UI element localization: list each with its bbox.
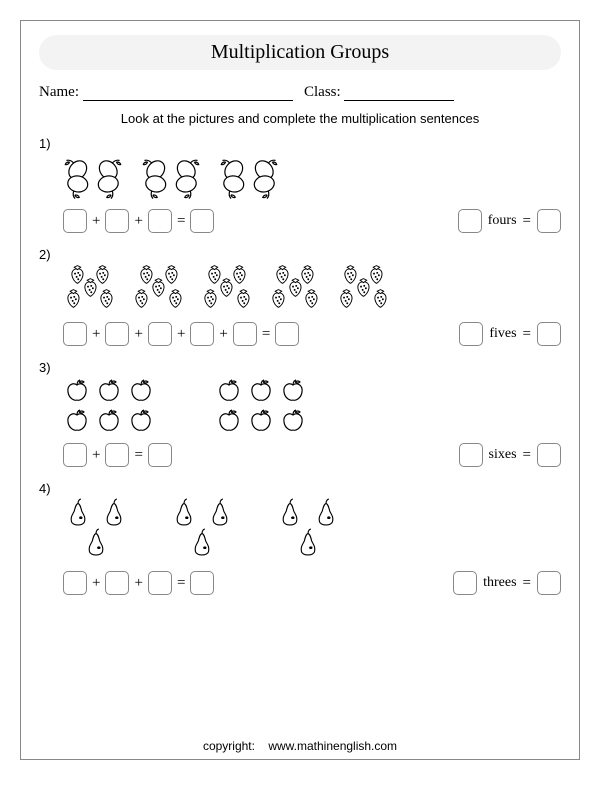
picture-groups xyxy=(63,153,561,201)
answer-box[interactable] xyxy=(63,322,87,346)
plus-sign: + xyxy=(134,575,142,592)
group-strawberry xyxy=(336,264,390,314)
copyright-line: copyright: www.mathinenglish.com xyxy=(21,739,579,753)
group-lemon xyxy=(63,153,123,201)
group-word: fours xyxy=(488,213,517,229)
group-strawberry xyxy=(63,264,117,314)
equation-row: + + = threes = xyxy=(63,571,561,595)
answer-box[interactable] xyxy=(148,322,172,346)
plus-sign: + xyxy=(92,575,100,592)
answer-box[interactable] xyxy=(459,443,483,467)
answer-box[interactable] xyxy=(453,571,477,595)
instruction-text: Look at the pictures and complete the mu… xyxy=(39,111,561,126)
group-word: threes xyxy=(483,575,516,591)
answer-box[interactable] xyxy=(190,322,214,346)
answer-box[interactable] xyxy=(190,571,214,595)
answer-box[interactable] xyxy=(63,443,87,467)
addition-sentence: + + = xyxy=(63,209,214,233)
equals-sign: = xyxy=(177,213,185,230)
problem-number: 1) xyxy=(39,136,561,151)
answer-box[interactable] xyxy=(537,322,561,346)
group-strawberry xyxy=(268,264,322,314)
addition-sentence: + + + + = xyxy=(63,322,299,346)
equals-sign: = xyxy=(262,326,270,343)
answer-box[interactable] xyxy=(105,571,129,595)
multiplication-sentence: fours = xyxy=(458,209,561,233)
group-lemon xyxy=(141,153,201,201)
answer-box[interactable] xyxy=(105,209,129,233)
group-pear xyxy=(63,498,129,563)
group-lemon xyxy=(219,153,279,201)
group-pear xyxy=(275,498,341,563)
name-label: Name: xyxy=(39,84,79,100)
equation-row: + + + + = fives = xyxy=(63,322,561,346)
answer-box[interactable] xyxy=(105,443,129,467)
problem-number: 4) xyxy=(39,481,561,496)
problem-2: 2) xyxy=(39,247,561,346)
answer-box[interactable] xyxy=(148,209,172,233)
answer-box[interactable] xyxy=(63,571,87,595)
equals-sign: = xyxy=(523,447,531,464)
answer-box[interactable] xyxy=(459,322,483,346)
problems-container: 1) ++=fours=2) xyxy=(39,136,561,595)
answer-box[interactable] xyxy=(148,571,172,595)
class-label: Class: xyxy=(304,84,341,100)
worksheet-title: Multiplication Groups xyxy=(39,35,561,70)
answer-box[interactable] xyxy=(105,322,129,346)
class-blank[interactable] xyxy=(344,87,454,101)
equals-sign: = xyxy=(523,213,531,230)
answer-box[interactable] xyxy=(537,443,561,467)
equals-sign: = xyxy=(134,447,142,464)
plus-sign: + xyxy=(92,326,100,343)
addition-sentence: += xyxy=(63,443,172,467)
plus-sign: + xyxy=(134,213,142,230)
group-strawberry xyxy=(200,264,254,314)
answer-box[interactable] xyxy=(63,209,87,233)
equals-sign: = xyxy=(523,326,531,343)
group-apple xyxy=(63,377,155,435)
group-word: sixes xyxy=(489,447,517,463)
problem-3: 3)+=sixes= xyxy=(39,360,561,467)
multiplication-sentence: threes = xyxy=(453,571,561,595)
group-pear xyxy=(169,498,235,563)
group-word: fives xyxy=(489,326,516,342)
group-apple xyxy=(215,377,307,435)
equals-sign: = xyxy=(523,575,531,592)
answer-box[interactable] xyxy=(148,443,172,467)
group-strawberry xyxy=(131,264,185,314)
answer-box[interactable] xyxy=(275,322,299,346)
problem-1: 1) + + = fours = xyxy=(39,136,561,233)
picture-groups xyxy=(63,264,561,314)
problem-4: 4) + + = threes = xyxy=(39,481,561,595)
answer-box[interactable] xyxy=(537,571,561,595)
picture-groups xyxy=(63,377,561,435)
plus-sign: + xyxy=(92,447,100,464)
equals-sign: = xyxy=(177,575,185,592)
multiplication-sentence: fives = xyxy=(459,322,561,346)
plus-sign: + xyxy=(92,213,100,230)
worksheet-page: Multiplication Groups Name: Class: Look … xyxy=(20,20,580,760)
name-blank[interactable] xyxy=(83,87,293,101)
equation-row: + + = fours = xyxy=(63,209,561,233)
answer-box[interactable] xyxy=(190,209,214,233)
addition-sentence: + + = xyxy=(63,571,214,595)
answer-box[interactable] xyxy=(233,322,257,346)
multiplication-sentence: sixes = xyxy=(459,443,561,467)
plus-sign: + xyxy=(219,326,227,343)
copyright-site: www.mathinenglish.com xyxy=(268,739,397,753)
answer-box[interactable] xyxy=(458,209,482,233)
name-class-row: Name: Class: xyxy=(39,84,561,101)
copyright-label: copyright: xyxy=(203,739,255,753)
picture-groups xyxy=(63,498,561,563)
plus-sign: + xyxy=(134,326,142,343)
problem-number: 2) xyxy=(39,247,561,262)
problem-number: 3) xyxy=(39,360,561,375)
plus-sign: + xyxy=(177,326,185,343)
equation-row: +=sixes= xyxy=(63,443,561,467)
answer-box[interactable] xyxy=(537,209,561,233)
